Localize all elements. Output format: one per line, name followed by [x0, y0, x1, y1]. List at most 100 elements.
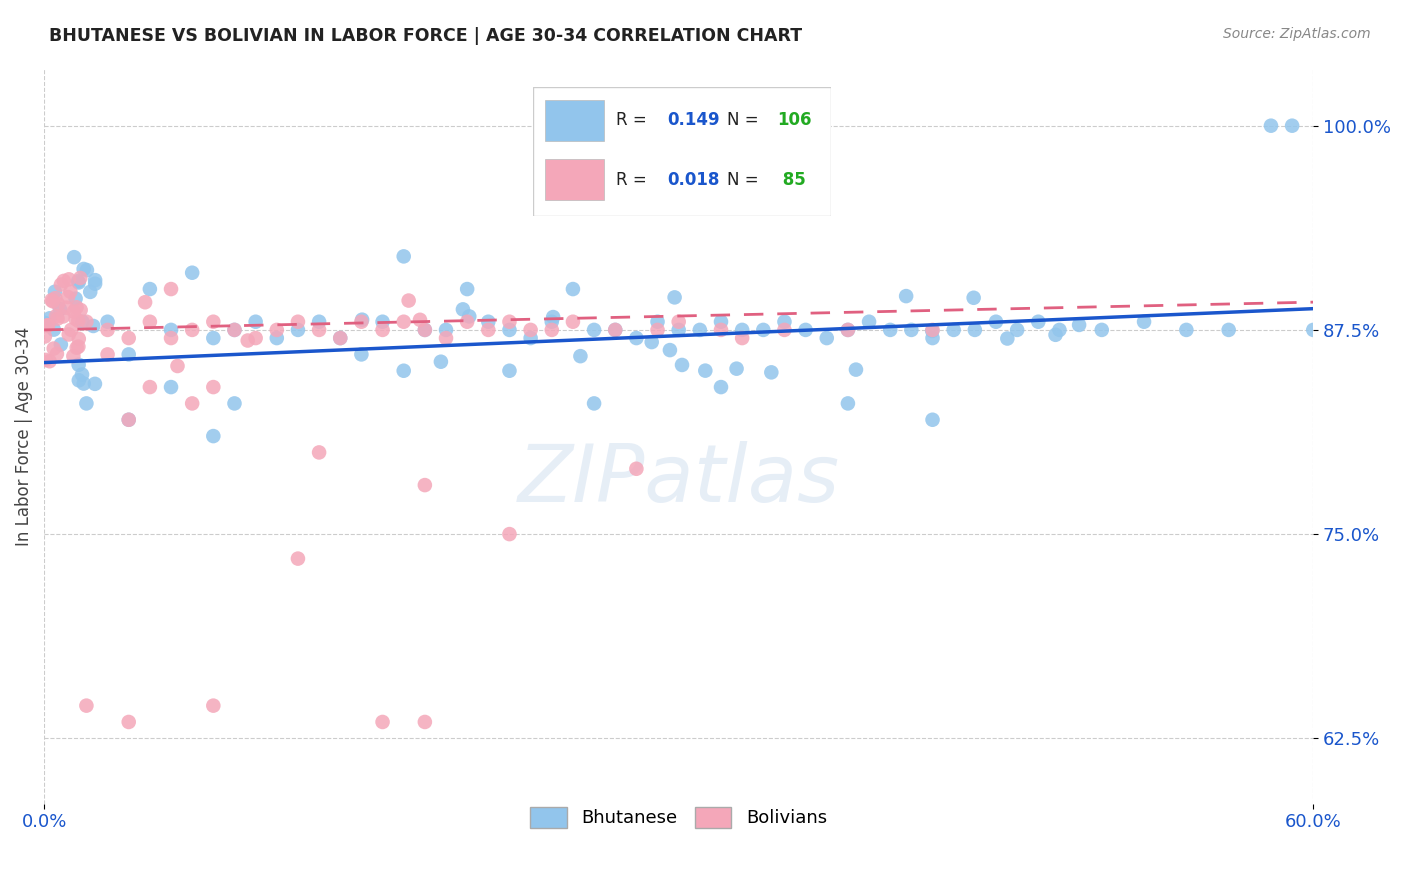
Point: [1026, 315, 1049, 329]
Point: [1067, 318, 1090, 332]
Point: [118, 714, 141, 729]
Point: [44, 291, 66, 305]
Point: [37, 318, 59, 333]
Point: [308, 323, 330, 337]
Point: [63, 304, 86, 318]
Point: [160, 331, 183, 345]
Text: ZIPatlas: ZIPatlas: [517, 442, 839, 519]
Point: [962, 291, 984, 305]
Point: [837, 396, 859, 410]
Point: [62, 349, 84, 363]
Point: [413, 323, 436, 337]
Point: [45, 310, 67, 324]
Point: [38, 354, 60, 368]
Point: [160, 282, 183, 296]
Point: [398, 293, 420, 308]
Point: [561, 315, 583, 329]
Point: [160, 323, 183, 337]
Point: [69, 271, 91, 285]
Point: [894, 289, 917, 303]
Point: [837, 323, 859, 337]
Point: [236, 334, 259, 348]
Point: [46, 297, 69, 311]
Point: [413, 714, 436, 729]
Point: [561, 282, 583, 296]
Point: [837, 323, 859, 337]
Point: [458, 310, 481, 324]
Point: [569, 349, 592, 363]
Point: [84, 277, 107, 291]
Point: [1302, 323, 1324, 337]
Point: [224, 323, 246, 337]
Point: [34, 329, 56, 343]
Point: [67, 276, 90, 290]
Text: BHUTANESE VS BOLIVIAN IN LABOR FORCE | AGE 30-34 CORRELATION CHART: BHUTANESE VS BOLIVIAN IN LABOR FORCE | A…: [49, 27, 803, 45]
Point: [202, 331, 225, 345]
Point: [371, 714, 394, 729]
Point: [42, 323, 65, 337]
Point: [118, 413, 141, 427]
Point: [202, 315, 225, 329]
Point: [118, 331, 141, 345]
Point: [66, 341, 89, 355]
Point: [430, 355, 453, 369]
Point: [641, 334, 664, 349]
Point: [605, 323, 627, 337]
Point: [1133, 315, 1156, 329]
Point: [49, 302, 72, 317]
Point: [498, 364, 520, 378]
Point: [118, 413, 141, 427]
Point: [995, 332, 1018, 346]
Point: [329, 331, 352, 345]
Point: [202, 698, 225, 713]
Point: [67, 274, 90, 288]
Point: [519, 323, 541, 337]
Point: [75, 698, 97, 713]
Point: [42, 294, 65, 309]
Point: [583, 323, 606, 337]
Point: [65, 312, 87, 326]
Point: [82, 318, 104, 333]
Point: [84, 376, 107, 391]
Point: [245, 331, 267, 345]
Point: [409, 313, 432, 327]
Point: [202, 380, 225, 394]
Point: [38, 311, 60, 326]
Point: [67, 332, 90, 346]
Point: [477, 315, 499, 329]
Point: [456, 282, 478, 296]
Point: [76, 263, 98, 277]
Point: [67, 314, 90, 328]
Point: [329, 331, 352, 345]
Y-axis label: In Labor Force | Age 30-34: In Labor Force | Age 30-34: [15, 326, 32, 546]
Point: [498, 527, 520, 541]
Point: [392, 249, 415, 263]
Point: [75, 396, 97, 410]
Point: [371, 315, 394, 329]
Point: [67, 358, 90, 372]
Point: [1045, 327, 1067, 342]
Point: [671, 358, 693, 372]
Point: [41, 293, 63, 308]
Point: [65, 300, 87, 314]
Point: [58, 272, 80, 286]
Point: [921, 323, 943, 337]
Point: [46, 311, 69, 326]
Point: [456, 315, 478, 329]
Point: [49, 337, 72, 351]
Point: [668, 323, 690, 337]
Point: [352, 312, 374, 326]
Point: [695, 364, 717, 378]
Point: [52, 274, 75, 288]
Point: [413, 323, 436, 337]
Point: [75, 315, 97, 329]
Point: [392, 364, 415, 378]
Point: [541, 310, 564, 324]
Point: [731, 323, 754, 337]
Point: [35, 352, 58, 367]
Point: [498, 323, 520, 337]
Point: [434, 323, 457, 337]
Point: [266, 331, 288, 345]
Point: [49, 277, 72, 292]
Point: [921, 324, 943, 338]
